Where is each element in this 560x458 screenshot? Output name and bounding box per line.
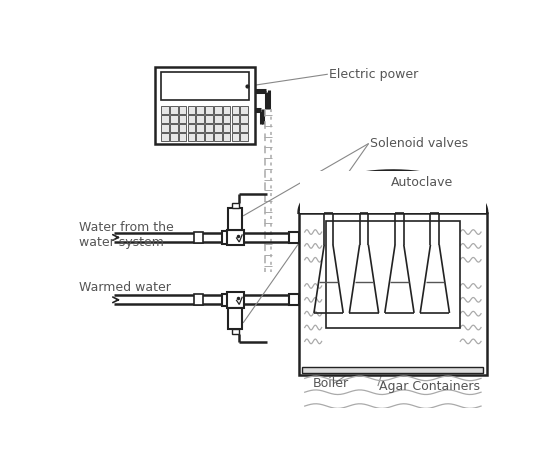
- Bar: [214, 106, 222, 114]
- Bar: [240, 115, 248, 123]
- Bar: [231, 106, 239, 114]
- Bar: [197, 124, 204, 132]
- Bar: [161, 115, 169, 123]
- Bar: [231, 115, 239, 123]
- Bar: [170, 106, 178, 114]
- Bar: [205, 124, 213, 132]
- Bar: [188, 106, 195, 114]
- Bar: [223, 124, 230, 132]
- Bar: [227, 230, 244, 245]
- Bar: [214, 124, 222, 132]
- Bar: [161, 133, 169, 142]
- Bar: [161, 106, 169, 114]
- Bar: [231, 133, 239, 142]
- Bar: [170, 133, 178, 142]
- Bar: [223, 133, 230, 142]
- Bar: [231, 124, 239, 132]
- Bar: [290, 232, 298, 243]
- Text: Electric power: Electric power: [329, 68, 419, 81]
- Bar: [179, 133, 186, 142]
- Bar: [227, 292, 244, 307]
- Text: Warmed water: Warmed water: [79, 281, 171, 294]
- Bar: [214, 115, 222, 123]
- Bar: [179, 106, 186, 114]
- Bar: [179, 124, 186, 132]
- Bar: [325, 220, 460, 328]
- Bar: [223, 115, 230, 123]
- Bar: [197, 115, 204, 123]
- Bar: [222, 294, 241, 306]
- Bar: [161, 72, 249, 100]
- Bar: [188, 115, 195, 123]
- Bar: [240, 133, 248, 142]
- Text: Boiler: Boiler: [312, 377, 348, 390]
- Bar: [188, 124, 195, 132]
- Bar: [240, 106, 248, 114]
- Bar: [205, 115, 213, 123]
- Bar: [205, 133, 213, 142]
- Bar: [302, 367, 483, 373]
- Text: Solenoid valves: Solenoid valves: [370, 137, 468, 150]
- Bar: [161, 124, 169, 132]
- Bar: [197, 106, 204, 114]
- Bar: [228, 208, 242, 230]
- Bar: [214, 133, 222, 142]
- Text: Autoclave: Autoclave: [391, 175, 453, 189]
- Bar: [197, 133, 204, 142]
- Bar: [240, 124, 248, 132]
- Bar: [170, 124, 178, 132]
- Bar: [223, 106, 230, 114]
- Bar: [170, 115, 178, 123]
- Bar: [298, 213, 487, 375]
- Bar: [179, 115, 186, 123]
- Text: Water from the
water system: Water from the water system: [79, 220, 174, 249]
- Bar: [155, 66, 255, 143]
- Text: Agar Containers: Agar Containers: [380, 380, 480, 393]
- Bar: [194, 232, 203, 243]
- Bar: [228, 307, 242, 329]
- Bar: [188, 133, 195, 142]
- Bar: [194, 294, 203, 305]
- Bar: [205, 106, 213, 114]
- Bar: [231, 203, 239, 208]
- Bar: [222, 231, 241, 244]
- Bar: [290, 294, 298, 305]
- Bar: [231, 329, 239, 334]
- Bar: [300, 171, 486, 213]
